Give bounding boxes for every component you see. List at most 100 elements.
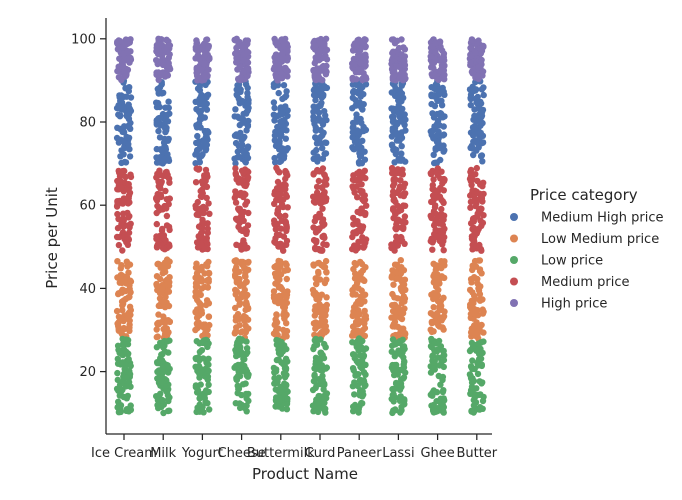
data-point <box>114 40 121 47</box>
data-point <box>117 265 125 272</box>
data-point <box>122 85 129 92</box>
legend-title: Price category <box>530 186 638 204</box>
data-point <box>205 66 212 73</box>
data-point <box>232 400 239 407</box>
data-point <box>232 188 239 195</box>
data-point <box>274 277 281 284</box>
data-point <box>467 166 475 174</box>
data-point <box>323 294 330 301</box>
data-point <box>233 59 240 66</box>
data-point <box>390 281 397 288</box>
data-point <box>320 386 327 393</box>
data-point <box>389 73 397 81</box>
data-point <box>165 369 172 376</box>
data-point <box>120 324 128 332</box>
data-point <box>283 400 291 408</box>
data-point <box>321 234 328 241</box>
data-point <box>312 275 319 282</box>
data-point <box>323 139 330 146</box>
data-point <box>401 180 409 187</box>
data-point <box>472 202 479 210</box>
data-point <box>477 153 485 160</box>
data-point <box>315 51 323 58</box>
data-point <box>153 326 160 333</box>
data-point <box>153 220 160 228</box>
legend: Price category Medium High price Low Medi… <box>510 186 663 312</box>
data-point <box>391 40 399 47</box>
data-point <box>353 357 360 365</box>
data-point <box>116 279 124 286</box>
legend-marker <box>510 277 518 286</box>
data-point <box>242 159 249 166</box>
data-point <box>162 187 169 195</box>
data-point <box>116 233 123 241</box>
data-point <box>279 95 286 103</box>
data-point <box>237 361 244 369</box>
data-point <box>391 180 398 187</box>
data-point <box>310 224 317 231</box>
data-point <box>474 275 481 283</box>
data-point <box>396 386 404 393</box>
data-point <box>196 115 204 123</box>
data-point <box>125 122 132 130</box>
data-point <box>398 237 406 244</box>
data-point <box>157 122 164 129</box>
data-point <box>438 102 446 109</box>
data-point <box>352 228 359 236</box>
data-point <box>398 143 405 150</box>
data-point <box>441 147 448 154</box>
data-point <box>232 160 239 167</box>
data-point <box>202 173 209 180</box>
data-point <box>236 84 243 92</box>
data-point <box>234 148 241 155</box>
data-point <box>166 407 173 414</box>
data-point <box>353 327 360 335</box>
data-point <box>120 210 127 217</box>
data-point <box>273 319 281 326</box>
data-point <box>313 135 320 142</box>
data-point <box>194 198 201 206</box>
data-point <box>192 288 199 295</box>
data-point <box>198 347 206 354</box>
data-point <box>350 220 358 228</box>
data-point <box>193 408 200 416</box>
data-point <box>277 104 285 111</box>
data-point <box>467 305 475 312</box>
data-point <box>283 275 290 283</box>
data-point <box>395 130 402 138</box>
data-point <box>313 280 320 288</box>
data-point <box>283 225 290 232</box>
data-point <box>153 244 161 251</box>
data-point <box>204 263 211 270</box>
data-point <box>401 276 409 283</box>
data-point <box>310 91 318 99</box>
data-point <box>203 183 211 190</box>
data-point <box>233 44 240 52</box>
data-point <box>473 99 480 106</box>
data-point <box>238 246 245 253</box>
data-point <box>357 293 364 300</box>
data-point <box>123 348 130 355</box>
data-point <box>232 199 240 206</box>
data-point <box>202 166 210 174</box>
data-point <box>349 183 356 190</box>
data-point <box>238 210 245 217</box>
data-point <box>116 113 124 120</box>
data-point <box>273 74 280 81</box>
data-point <box>320 41 327 48</box>
data-point <box>322 257 330 265</box>
data-point <box>158 319 165 326</box>
data-point <box>242 269 249 277</box>
data-point <box>428 214 435 222</box>
data-point <box>430 304 437 311</box>
data-point <box>271 112 279 119</box>
data-point <box>197 303 204 311</box>
data-point <box>159 270 166 277</box>
data-point <box>401 396 408 403</box>
data-point <box>238 260 245 268</box>
data-point <box>193 149 200 156</box>
data-point <box>162 71 170 79</box>
data-point <box>163 205 170 212</box>
data-point <box>395 304 402 311</box>
